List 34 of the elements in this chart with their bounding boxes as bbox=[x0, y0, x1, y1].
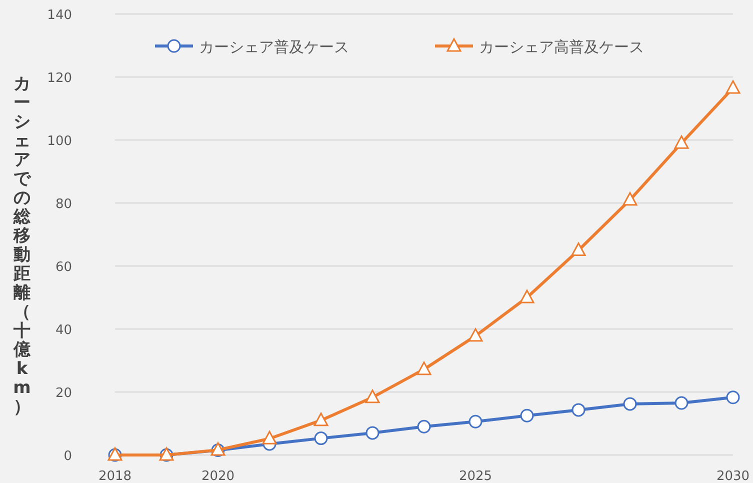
x-tick-label: 2020 bbox=[201, 469, 235, 483]
point bbox=[365, 390, 380, 404]
text: カーシェアでの総移動距離（十億km） bbox=[13, 74, 31, 417]
point bbox=[623, 397, 637, 411]
y-tick-label: 120 bbox=[47, 71, 72, 86]
x-tick-label: 2025 bbox=[458, 469, 492, 483]
point bbox=[726, 80, 740, 94]
point bbox=[674, 396, 688, 410]
legend-label: カーシェア普及ケース bbox=[199, 38, 349, 56]
point bbox=[262, 430, 277, 444]
y-tick-label: 0 bbox=[64, 449, 72, 464]
point bbox=[468, 414, 482, 428]
point bbox=[520, 408, 534, 422]
point bbox=[572, 403, 586, 417]
point bbox=[674, 135, 689, 149]
y-tick-label: 60 bbox=[55, 260, 72, 275]
point bbox=[520, 290, 534, 304]
point bbox=[622, 192, 638, 206]
point bbox=[416, 362, 432, 376]
point bbox=[314, 412, 328, 426]
point bbox=[468, 328, 483, 342]
x-tick-label: 2030 bbox=[716, 469, 750, 483]
point bbox=[417, 420, 431, 434]
point bbox=[571, 242, 586, 256]
point bbox=[314, 432, 328, 446]
y-tick-label: 40 bbox=[55, 323, 72, 338]
legend-label: カーシェア高普及ケース bbox=[479, 38, 644, 56]
point bbox=[726, 390, 740, 404]
y-tick-label: 140 bbox=[47, 8, 72, 23]
x-tick-label: 2018 bbox=[98, 469, 132, 483]
y-tick-label: 100 bbox=[47, 134, 72, 149]
point bbox=[366, 426, 380, 440]
y-tick-label: 80 bbox=[55, 197, 72, 212]
y-tick-label: 20 bbox=[55, 386, 72, 401]
